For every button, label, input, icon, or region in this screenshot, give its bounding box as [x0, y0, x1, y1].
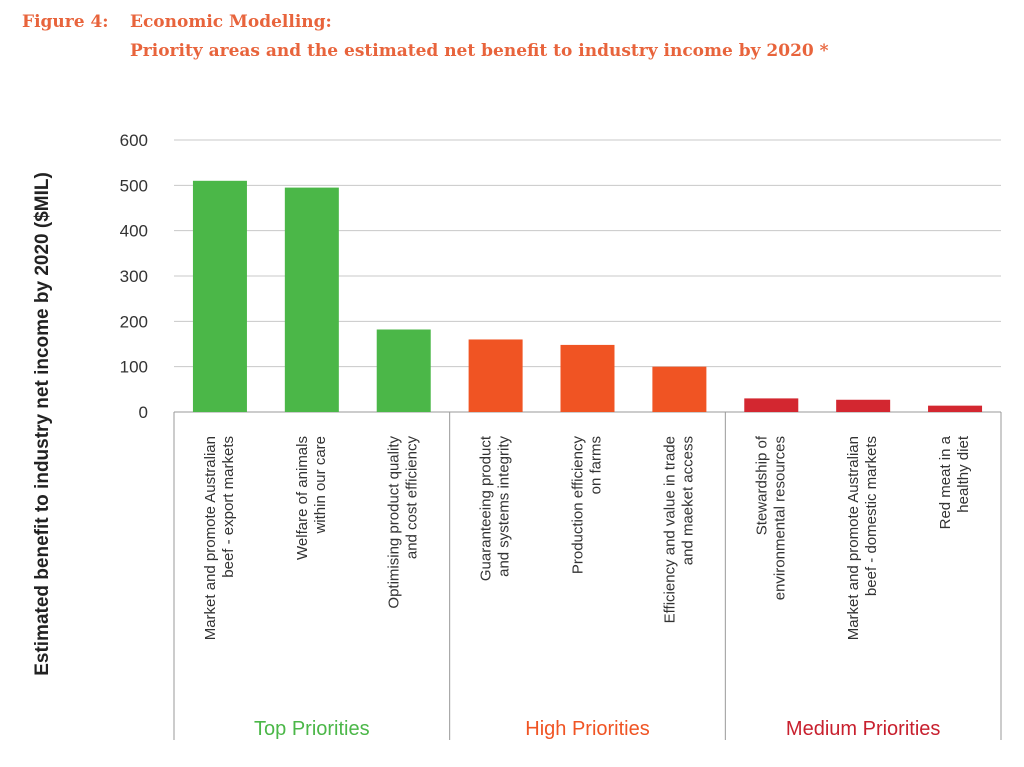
group-labels: Top Priorities High Priorities Medium Prio… [173, 412, 1002, 740]
y-tick-label: 600 [120, 131, 148, 150]
y-tick-label: 100 [120, 358, 148, 377]
bar [744, 398, 799, 412]
bar [468, 339, 523, 412]
figure-title: Figure 4: Economic Modelling: Priority ar… [22, 8, 829, 66]
y-tick-label: 400 [120, 222, 148, 241]
bar [928, 405, 983, 412]
bars [192, 180, 983, 412]
bar [652, 366, 707, 412]
y-ticks: 0 100 200 300 400 500 600 [120, 131, 148, 422]
bar [192, 180, 247, 412]
bar [836, 399, 891, 412]
category-label: Welfare of animalswithin our care [294, 436, 329, 560]
bar [560, 344, 615, 412]
bar [284, 187, 339, 412]
group-label: Top Priorities [254, 718, 370, 740]
category-label: Production efficiencyon farms [570, 436, 605, 575]
category-label: Market and promote Australianbeef - expo… [202, 436, 237, 640]
y-tick-label: 500 [120, 176, 148, 195]
bar [376, 329, 431, 412]
figure-title-line2: Priority areas and the estimated net ben… [130, 41, 829, 61]
category-labels: Market and promote Australianbeef - expo… [202, 435, 972, 640]
y-axis-label: Estimated benefit to industry net income… [32, 172, 53, 676]
y-tick-label: 200 [120, 312, 148, 331]
group-label: Medium Priorities [786, 718, 940, 740]
y-tick-label: 0 [139, 403, 148, 422]
figure-number: Figure 4: [22, 12, 109, 32]
category-label: Market and promote Australianbeef - dome… [845, 436, 880, 640]
category-label: Stewardship ofenvironmental resources [753, 435, 788, 600]
group-label: High Priorities [525, 718, 649, 740]
y-tick-label: 300 [120, 267, 148, 286]
category-label: Guaranteeing productand systems integrit… [478, 435, 513, 581]
category-label: Red meat in ahealthy diet [937, 435, 972, 529]
figure-title-line1: Economic Modelling: [130, 12, 332, 32]
category-label: Efficiency and value in tradeand maeket … [661, 436, 696, 623]
category-label: Optimising product qualityand cost effic… [386, 436, 421, 609]
